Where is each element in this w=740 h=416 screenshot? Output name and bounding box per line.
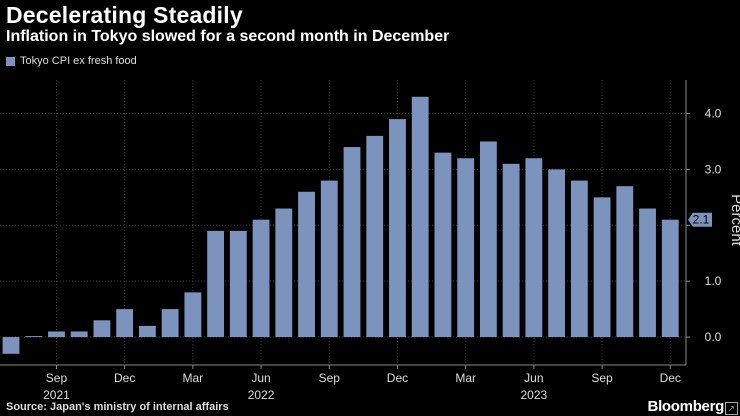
x-tick-label: Dec xyxy=(387,371,408,385)
x-tick-label: Jun xyxy=(524,371,543,385)
x-tick-label: Sep xyxy=(319,371,341,385)
bar xyxy=(616,186,634,338)
bar xyxy=(479,141,497,338)
bar xyxy=(366,135,384,338)
bar xyxy=(457,158,475,338)
bar xyxy=(570,180,588,338)
legend: Tokyo CPI ex fresh food xyxy=(6,55,137,67)
bar xyxy=(275,208,293,338)
y-tick-label: 0.0 xyxy=(705,330,722,344)
bar xyxy=(2,337,20,354)
x-tick-label: Mar xyxy=(455,371,476,385)
y-tick-label: 3.0 xyxy=(705,162,722,176)
x-tick-label: Jun xyxy=(251,371,270,385)
y-tick-label: 4.0 xyxy=(705,107,722,121)
x-tick-label: Sep xyxy=(46,371,68,385)
bar xyxy=(138,325,156,338)
legend-label: Tokyo CPI ex fresh food xyxy=(20,55,137,67)
last-value-badge xyxy=(688,212,712,227)
bar xyxy=(434,152,452,338)
bar xyxy=(70,331,88,338)
bar xyxy=(502,163,520,338)
bar xyxy=(207,230,225,338)
legend-swatch xyxy=(6,56,15,66)
bar xyxy=(343,147,361,338)
bar xyxy=(389,119,406,338)
y-tick-label: 1.0 xyxy=(705,274,722,288)
bar xyxy=(593,197,611,338)
bar xyxy=(229,230,247,338)
bar xyxy=(411,96,429,338)
bar xyxy=(548,169,566,338)
chart-subtitle: Inflation in Tokyo slowed for a second m… xyxy=(6,28,450,45)
bar xyxy=(25,336,43,338)
bar xyxy=(525,158,543,338)
x-tick-label: Mar xyxy=(183,371,204,385)
last-value-label: 2.1 xyxy=(693,213,710,227)
x-year-label: 2022 xyxy=(248,388,275,402)
chart-title: Decelerating Steadily xyxy=(6,2,243,28)
bar xyxy=(184,292,202,338)
x-tick-label: Sep xyxy=(591,371,613,385)
x-tick-label: Dec xyxy=(660,371,681,385)
bar xyxy=(161,309,179,338)
bar xyxy=(116,309,134,338)
x-year-label: 2021 xyxy=(43,388,70,402)
bar xyxy=(93,320,111,338)
bar xyxy=(298,191,315,338)
expand-icon[interactable]: ↗ xyxy=(725,402,738,415)
bar xyxy=(661,219,679,338)
bar xyxy=(48,331,65,338)
bloomberg-logo: Bloomberg xyxy=(647,398,725,415)
y-axis-title: Percent xyxy=(728,194,740,247)
bar xyxy=(320,180,338,338)
x-year-label: 2023 xyxy=(521,388,548,402)
source-note: Source: Japan's ministry of internal aff… xyxy=(6,401,229,413)
bar xyxy=(639,208,656,338)
bar xyxy=(252,219,270,338)
x-tick-label: Dec xyxy=(114,371,135,385)
